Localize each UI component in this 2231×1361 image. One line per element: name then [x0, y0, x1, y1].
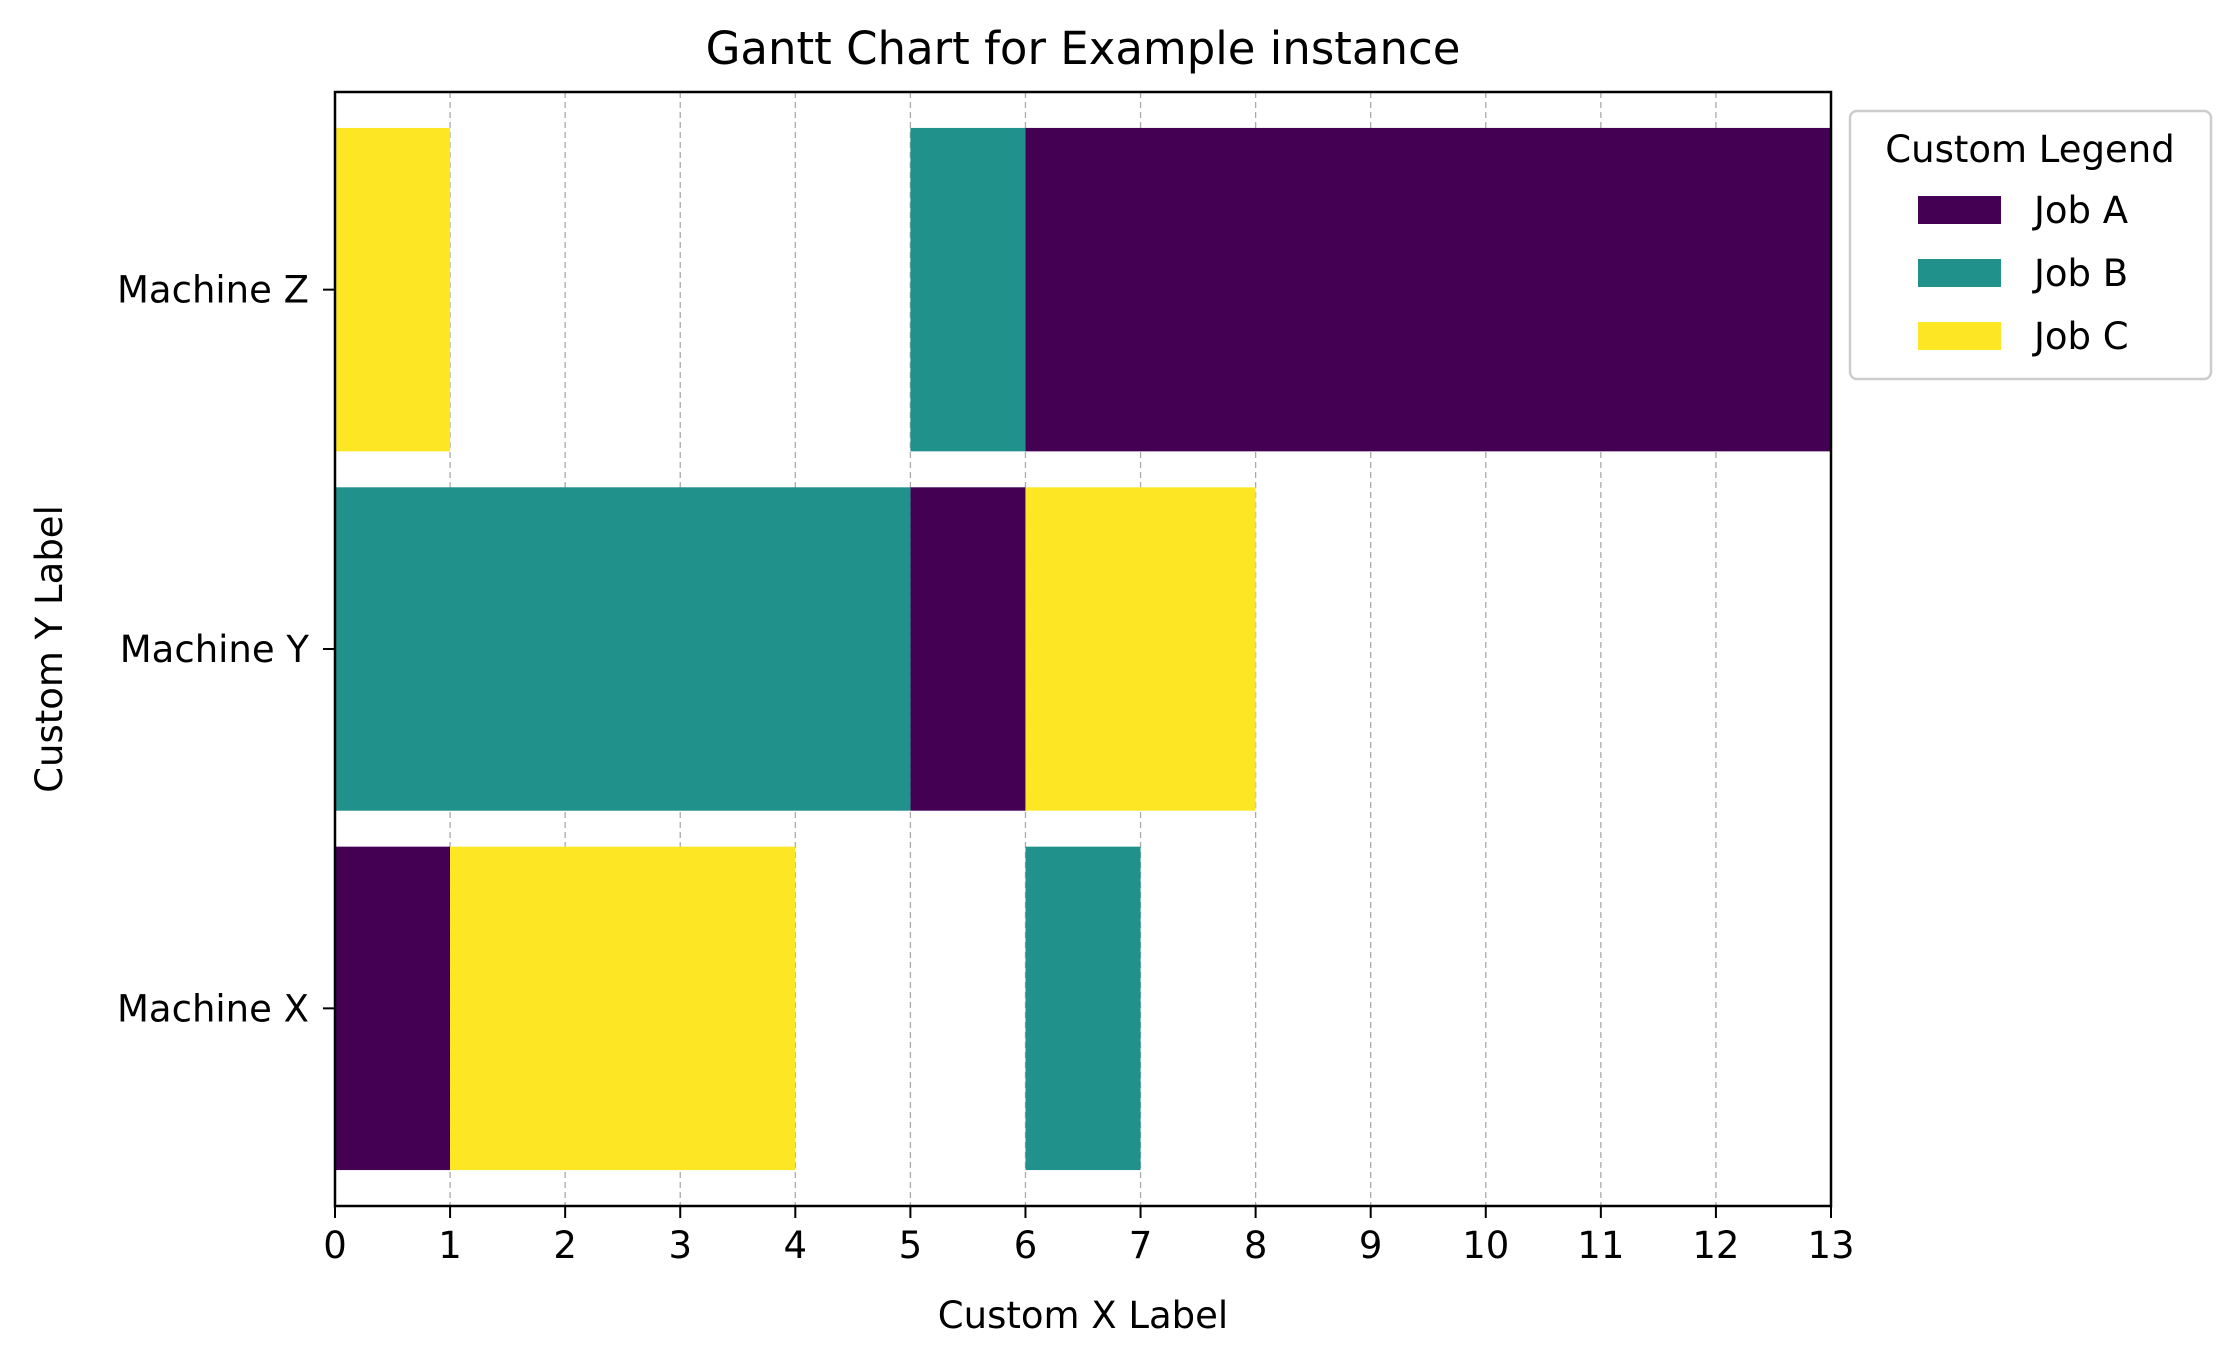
gantt-bar [1025, 846, 1141, 1171]
legend-entries: Job A Job B Job C [1918, 189, 2129, 358]
x-tick-label: 5 [899, 1224, 923, 1267]
x-tick-label: 8 [1244, 1224, 1268, 1267]
legend-swatch [1918, 196, 2001, 224]
x-tick-label: 13 [1807, 1224, 1854, 1267]
gantt-bar [1025, 487, 1256, 811]
x-tick-label: 7 [1129, 1224, 1153, 1267]
chart-title: Gantt Chart for Example instance [706, 22, 1461, 75]
legend-title: Custom Legend [1885, 128, 2174, 171]
gantt-bar [335, 487, 911, 811]
gantt-bars [335, 127, 1831, 1171]
x-tick-label: 6 [1014, 1224, 1038, 1267]
legend-swatch [1918, 322, 2001, 350]
legend-swatch [1918, 259, 2001, 287]
legend-label: Job A [2032, 189, 2128, 232]
gantt-bar [335, 846, 451, 1171]
x-axis-label: Custom X Label [938, 1294, 1228, 1337]
legend: Custom Legend Job A Job B Job C [1848, 109, 2213, 381]
x-tick-label: 10 [1462, 1224, 1509, 1267]
legend-label: Job B [2032, 252, 2128, 295]
x-tick-label: 4 [784, 1224, 808, 1267]
y-tick-label: Machine X [117, 987, 309, 1030]
x-tick-label: 1 [438, 1224, 462, 1267]
x-axis: 0 1 2 3 4 5 6 7 8 9 10 11 12 13 [323, 1206, 1855, 1267]
gantt-bar [1025, 127, 1831, 452]
x-tick-label: 12 [1692, 1224, 1739, 1267]
y-axis: Machine X Machine Y Machine Z [117, 269, 335, 1030]
x-tick-label: 9 [1359, 1224, 1383, 1267]
x-tick-label: 0 [323, 1224, 347, 1267]
x-tick-label: 11 [1577, 1224, 1624, 1267]
y-axis-label: Custom Y Label [28, 505, 71, 793]
x-tick-label: 2 [553, 1224, 577, 1267]
y-tick-label: Machine Y [120, 628, 310, 671]
x-tick-label: 3 [668, 1224, 692, 1267]
legend-label: Job C [2032, 315, 2129, 358]
gantt-bar [335, 127, 451, 452]
gantt-bar [910, 487, 1026, 811]
legend-frame [1848, 109, 2213, 381]
y-tick-label: Machine Z [117, 269, 309, 312]
gantt-bar [450, 846, 796, 1171]
gantt-bar [910, 127, 1026, 452]
